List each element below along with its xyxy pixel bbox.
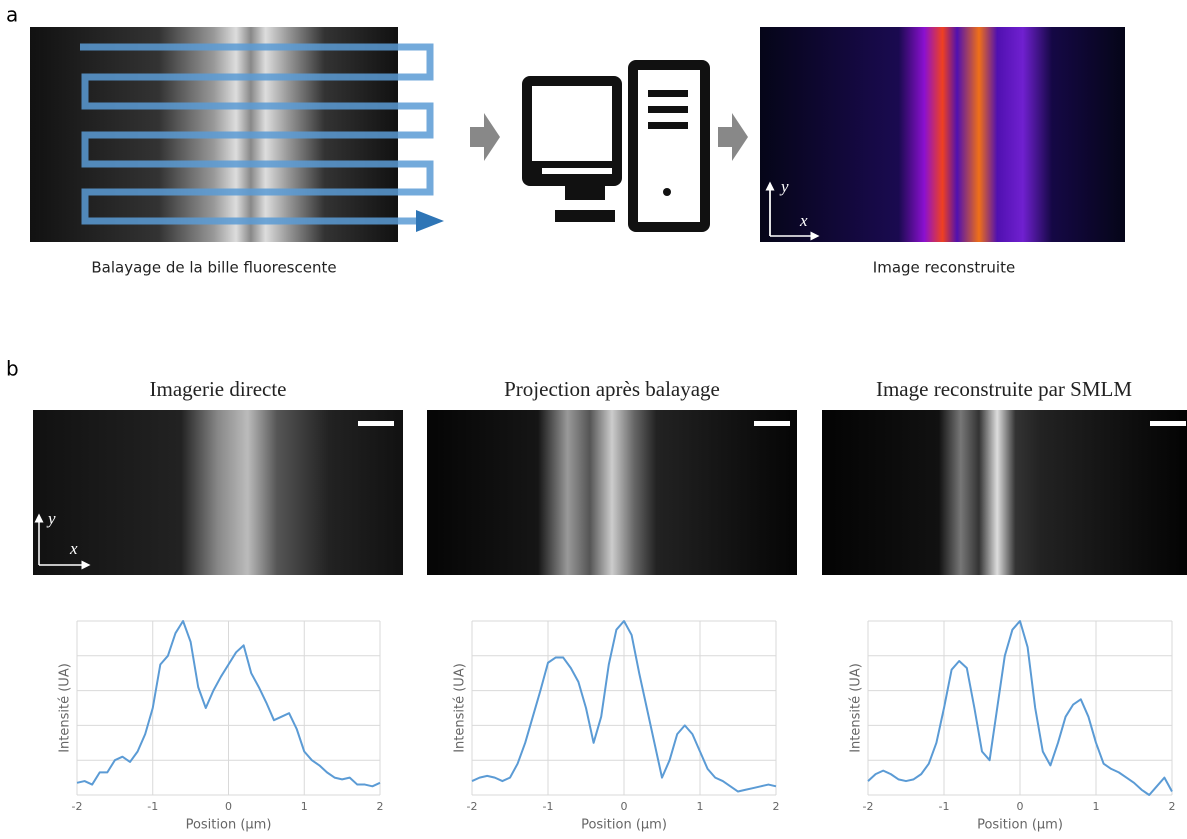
y-axis-label: Intensité (UA) (58, 663, 73, 753)
scale-bar (358, 421, 394, 426)
scan-arrowhead (416, 210, 444, 232)
x-tick-label: -2 (863, 800, 874, 813)
x-tick-label: -1 (147, 800, 158, 813)
axis-letter: y (46, 509, 56, 528)
microscopy-image (822, 410, 1187, 575)
x-tick-label: 1 (1093, 800, 1100, 813)
caption: Balayage de la bille fluorescente (91, 259, 336, 277)
x-tick-label: -1 (939, 800, 950, 813)
scale-bar (1150, 421, 1186, 426)
scan-path (80, 43, 434, 225)
x-tick-label: 2 (1169, 800, 1176, 813)
data-line (867, 620, 1173, 796)
x-tick-label: -1 (543, 800, 554, 813)
x-tick-label: 2 (773, 800, 780, 813)
panel-label: a (6, 3, 18, 27)
x-tick-label: 2 (377, 800, 384, 813)
arrow (470, 113, 500, 161)
x-axis-label: Position (µm) (186, 818, 272, 833)
x-tick-label: 1 (301, 800, 308, 813)
microscopy-image (427, 410, 797, 575)
x-tick-label: -2 (467, 800, 478, 813)
scale-bar (754, 421, 790, 426)
caption: Image reconstruite (873, 259, 1015, 277)
x-tick-label: 0 (621, 800, 628, 813)
image-title: Projection après balayage (504, 377, 720, 401)
axis-letter: x (69, 539, 78, 558)
image-title: Imagerie directe (150, 377, 287, 401)
x-tick-label: 0 (225, 800, 232, 813)
x-tick-label: -2 (72, 800, 83, 813)
reconstructed-image (760, 27, 1125, 242)
computer-icon (522, 60, 710, 232)
image-title: Image reconstruite par SMLM (876, 377, 1132, 401)
data-line (471, 620, 777, 793)
data-line (76, 620, 381, 788)
x-axis-label: Position (µm) (581, 818, 667, 833)
microscopy-image (33, 410, 403, 575)
arrow (718, 113, 748, 161)
x-axis-label: Position (µm) (977, 818, 1063, 833)
y-axis-label: Intensité (UA) (849, 663, 864, 753)
axis-letter: x (799, 211, 808, 230)
axis-letter: y (779, 177, 789, 196)
x-tick-label: 0 (1017, 800, 1024, 813)
panel-label: b (6, 357, 19, 381)
y-axis-label: Intensité (UA) (453, 663, 468, 753)
x-tick-label: 1 (697, 800, 704, 813)
